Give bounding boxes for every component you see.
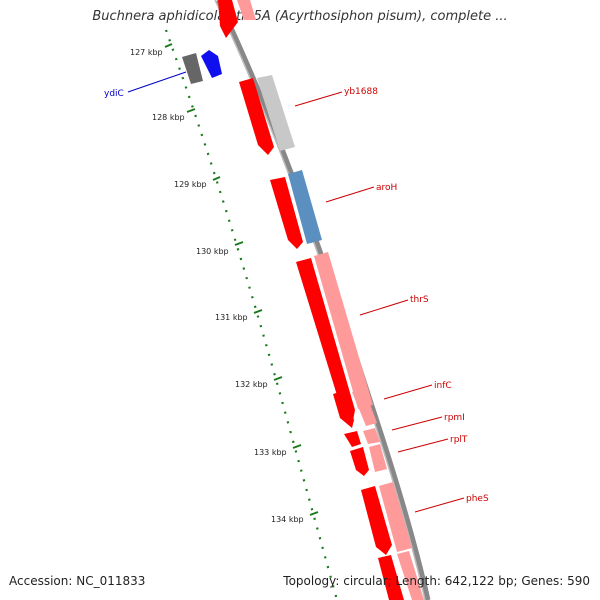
scale-tick-128 <box>186 108 196 113</box>
accession-text: Accession: NC_011833 <box>9 574 146 588</box>
gene-forward-segment <box>218 0 238 38</box>
leader-ydic <box>127 71 187 93</box>
gene-infc-reverse <box>352 388 377 426</box>
gene-label-thrs: thrS <box>410 295 429 305</box>
leader-rplt <box>397 438 449 453</box>
gene-yb1688-reverse <box>257 75 295 151</box>
gene-aroh-reverse <box>288 170 322 244</box>
gene-arohs-forward <box>270 177 303 249</box>
gene-rplt-reverse <box>369 444 387 472</box>
map-title: Buchnera aphidicola str. 5A (Acyrthosiph… <box>92 9 508 24</box>
scale-label-128: 128 kbp <box>152 113 185 122</box>
topology-summary-text: Topology: circular; Length: 642,122 bp; … <box>283 574 590 588</box>
scale-tick-127 <box>164 43 173 48</box>
gene-label-ydic: ydiC <box>104 89 124 99</box>
gene-label-rpmi: rpmI <box>444 413 465 423</box>
scale-tick-131 <box>253 309 263 314</box>
scale-tick-134 <box>309 511 319 516</box>
scale-tick-133 <box>292 444 302 449</box>
scale-tick-130 <box>234 241 244 246</box>
scale-label-129: 129 kbp <box>174 180 207 189</box>
leader-rpmi <box>391 416 443 431</box>
scale-label-132: 132 kbp <box>235 380 268 389</box>
leader-thrs <box>359 299 409 316</box>
gene-phes-forward <box>361 486 392 555</box>
scale-label-127: 127 kbp <box>130 48 163 57</box>
gene-yb1688-forward <box>239 78 274 155</box>
gene-reverse-segment <box>237 0 256 20</box>
scale-label-130: 130 kbp <box>196 247 229 256</box>
gene-thrs-reverse <box>314 252 373 409</box>
gene-label-infc: infC <box>434 381 452 391</box>
gene-ydic <box>201 50 222 78</box>
leader-infc <box>383 384 433 400</box>
gene-label-rplt: rplT <box>450 435 468 445</box>
gene-gray-small <box>182 53 203 84</box>
gene-label-yb1688: yb1688 <box>344 87 378 97</box>
gene-label-aroh: aroH <box>376 183 397 193</box>
scale-tick-129 <box>212 176 221 181</box>
gene-phes-reverse <box>379 482 412 552</box>
scale-label-133: 133 kbp <box>254 448 287 457</box>
leader-yb1688 <box>294 91 343 107</box>
scale-label-131: 131 kbp <box>215 313 248 322</box>
gene-label-phes: pheS <box>466 494 489 504</box>
gene-forward-segment-bottom <box>378 555 404 600</box>
scale-tick-132 <box>273 376 283 381</box>
gene-infc-forward <box>333 390 354 428</box>
gene-thrs-forward <box>296 258 355 426</box>
gene-reverse-segment-bottom <box>397 551 424 600</box>
gene-rpmi-reverse <box>363 428 380 444</box>
leader-aroh <box>325 186 375 203</box>
scale-label-134: 134 kbp <box>271 515 304 524</box>
gene-rplt-forward <box>350 447 369 476</box>
leader-phes <box>414 497 465 513</box>
gene-rpmi-forward <box>344 431 361 447</box>
